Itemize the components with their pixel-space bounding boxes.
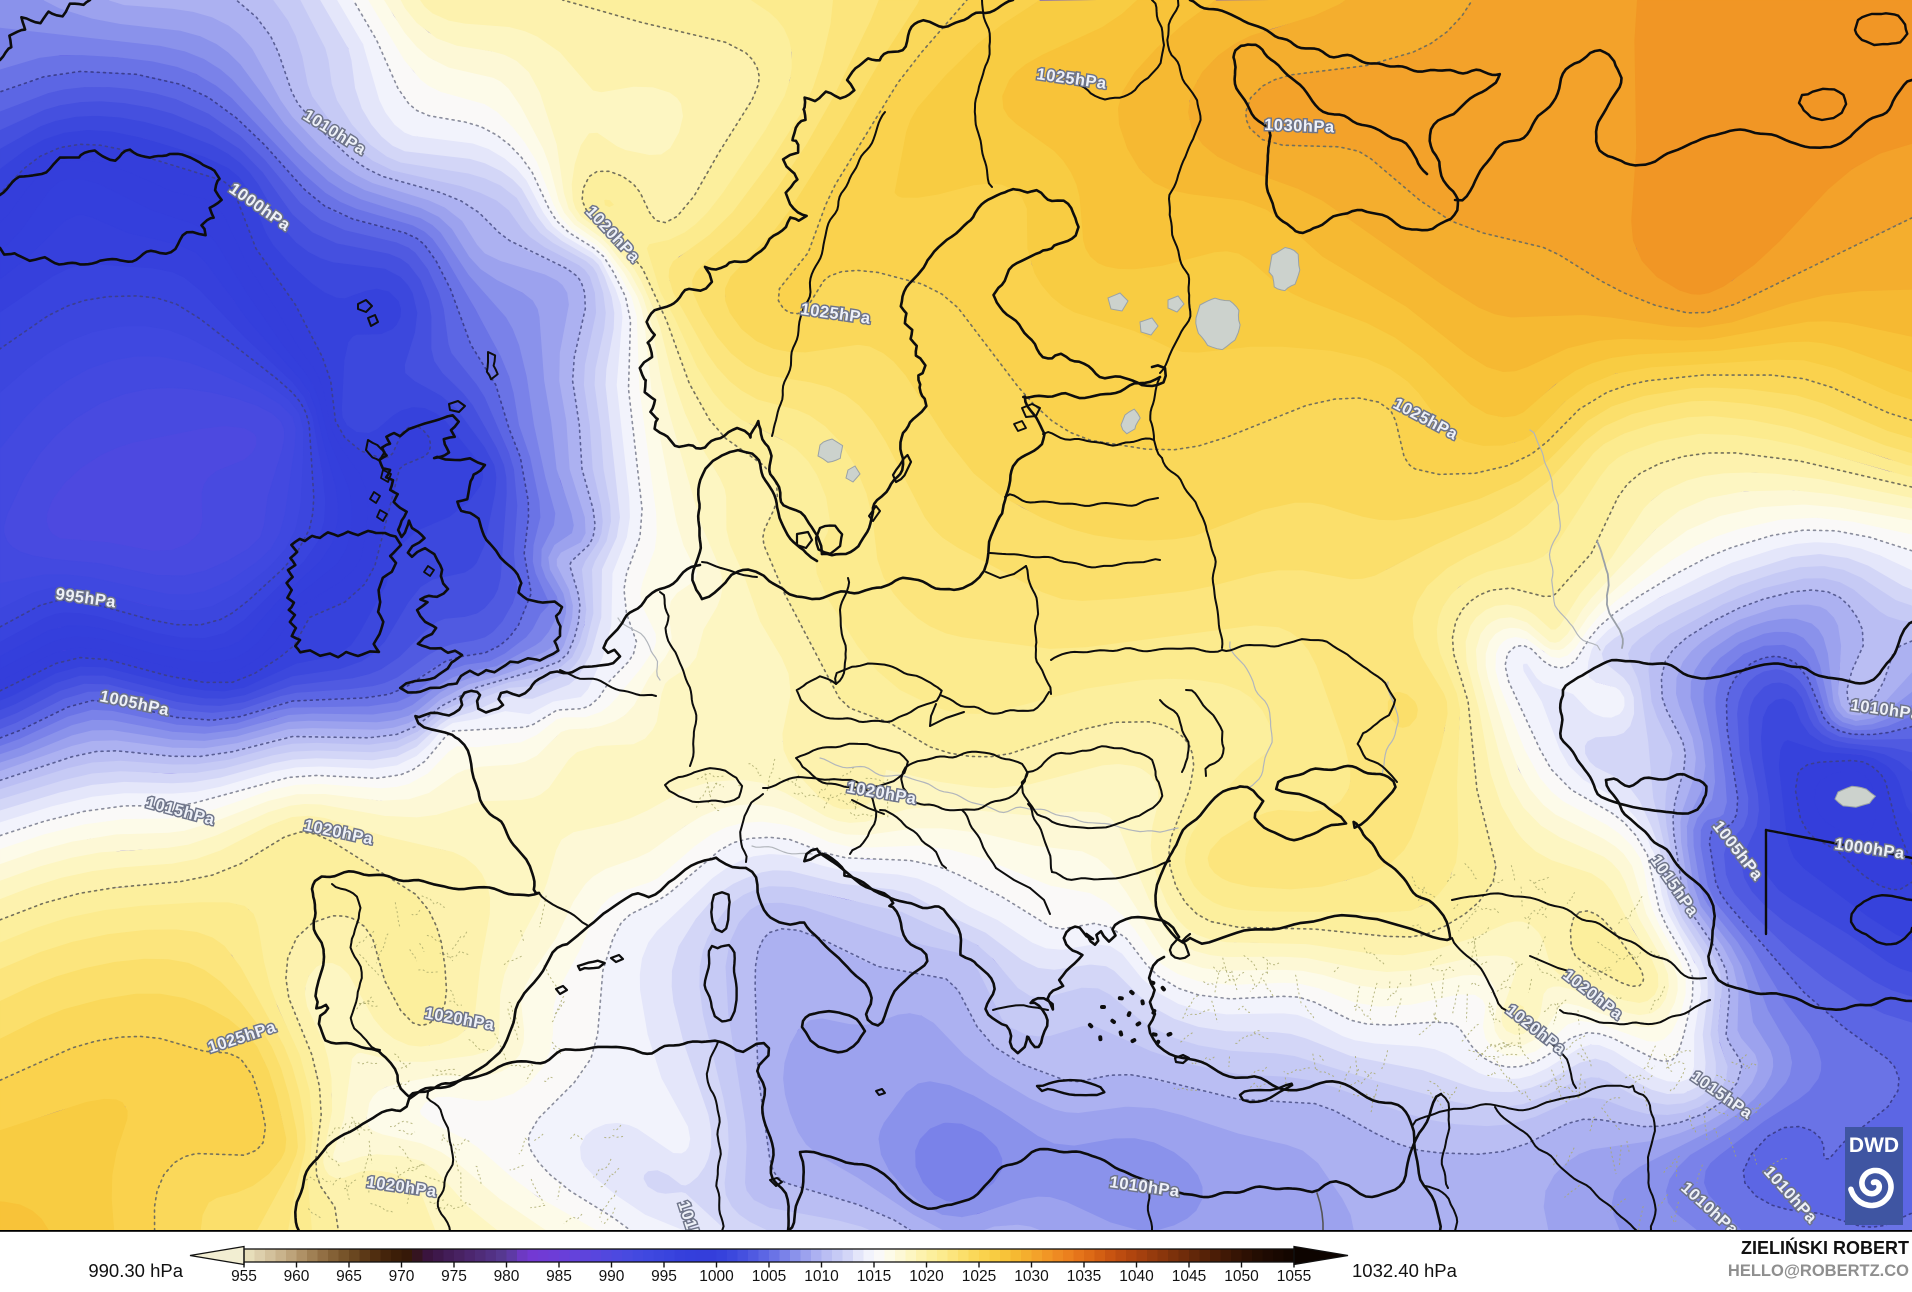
svg-text:1035: 1035 bbox=[1067, 1268, 1101, 1285]
svg-text:1030hPa: 1030hPa bbox=[1264, 116, 1335, 136]
svg-text:1050: 1050 bbox=[1224, 1268, 1259, 1285]
svg-text:975: 975 bbox=[441, 1268, 467, 1285]
svg-text:965: 965 bbox=[336, 1268, 362, 1285]
svg-text:955: 955 bbox=[231, 1268, 257, 1285]
svg-text:1010: 1010 bbox=[804, 1268, 839, 1285]
svg-text:985: 985 bbox=[546, 1268, 572, 1285]
svg-text:995: 995 bbox=[651, 1268, 677, 1285]
svg-text:1005: 1005 bbox=[752, 1268, 786, 1285]
svg-text:1032.40 hPa: 1032.40 hPa bbox=[1352, 1260, 1458, 1281]
svg-text:980: 980 bbox=[494, 1268, 520, 1285]
svg-text:1055: 1055 bbox=[1277, 1268, 1311, 1285]
svg-text:960: 960 bbox=[284, 1268, 310, 1285]
svg-text:HELLO@ROBERTZ.CO: HELLO@ROBERTZ.CO bbox=[1728, 1262, 1909, 1280]
svg-text:990.30 hPa: 990.30 hPa bbox=[88, 1260, 183, 1281]
svg-text:990: 990 bbox=[599, 1268, 625, 1285]
svg-text:1040: 1040 bbox=[1119, 1268, 1154, 1285]
svg-text:1020: 1020 bbox=[909, 1268, 944, 1285]
svg-text:970: 970 bbox=[389, 1268, 415, 1285]
svg-text:1000: 1000 bbox=[699, 1268, 734, 1285]
svg-text:1030: 1030 bbox=[1014, 1268, 1049, 1285]
svg-text:ZIELIŃSKI ROBERT: ZIELIŃSKI ROBERT bbox=[1741, 1237, 1909, 1258]
svg-text:1015: 1015 bbox=[857, 1268, 891, 1285]
svg-text:DWD: DWD bbox=[1849, 1134, 1899, 1157]
svg-text:1045: 1045 bbox=[1172, 1268, 1206, 1285]
svg-text:1025: 1025 bbox=[962, 1268, 996, 1285]
